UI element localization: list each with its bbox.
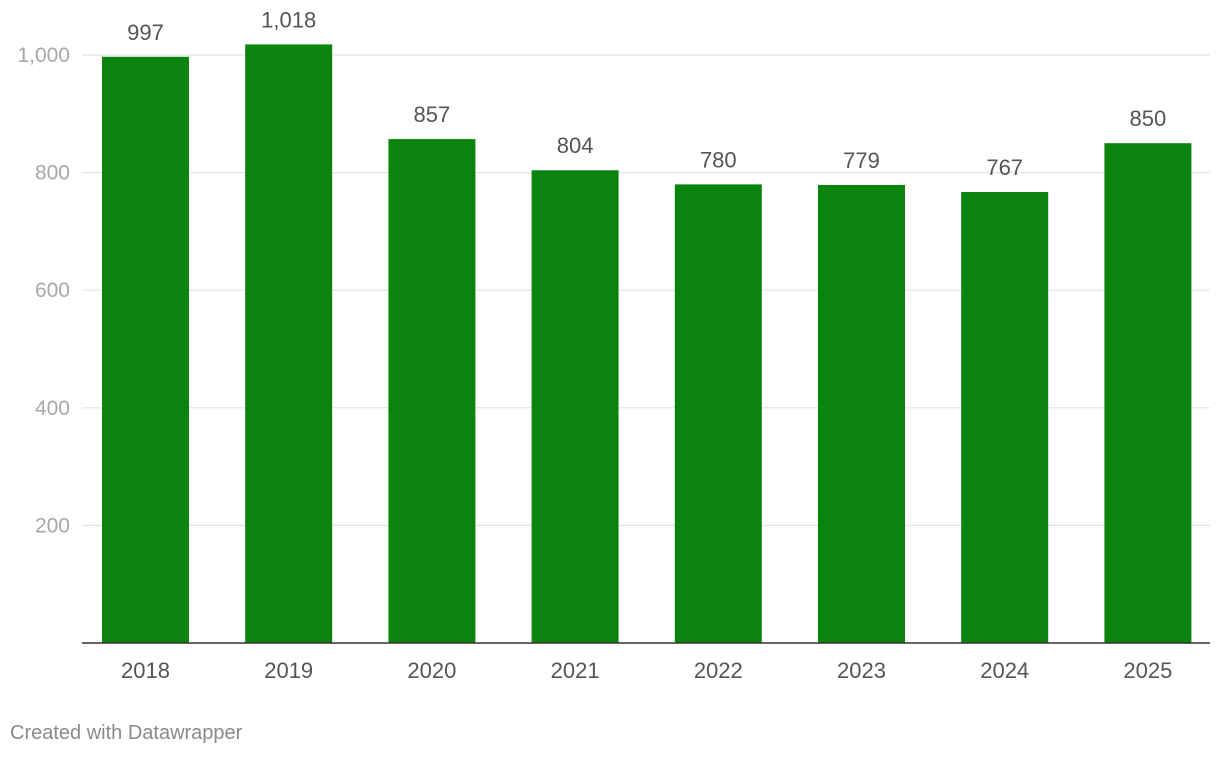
- bar-value-label: 1,018: [261, 7, 316, 32]
- bar-value-label: 850: [1130, 106, 1167, 131]
- x-tick-label: 2024: [980, 658, 1029, 683]
- x-axis-labels: 2018 2019 2020 2021 2022 2023 2024 2025: [121, 658, 1172, 683]
- y-tick-label: 600: [35, 279, 70, 302]
- y-tick-label: 800: [35, 162, 70, 185]
- bar: [961, 192, 1049, 643]
- value-labels: 997 1,018 857 804 780 779 767 850: [127, 7, 1166, 180]
- bars: [102, 44, 1192, 644]
- x-tick-label: 2019: [264, 658, 313, 683]
- bar: [245, 44, 333, 643]
- y-tick-label: 200: [35, 514, 70, 537]
- footer-credit: Created with Datawrapper: [10, 722, 243, 744]
- y-tick-label: 1,000: [17, 44, 70, 67]
- y-tick-label: 400: [35, 397, 70, 420]
- bar: [102, 56, 189, 644]
- bar-value-label: 780: [700, 147, 737, 172]
- x-tick-label: 2021: [551, 658, 600, 683]
- bar-value-label: 804: [557, 133, 594, 158]
- bar-value-label: 997: [127, 20, 164, 45]
- x-tick-label: 2018: [121, 658, 170, 683]
- x-tick-label: 2022: [694, 658, 743, 683]
- x-tick-label: 2020: [407, 658, 456, 683]
- x-tick-label: 2023: [837, 658, 886, 683]
- bar: [388, 139, 476, 644]
- bar-value-label: 767: [986, 155, 1023, 180]
- bar-value-label: 857: [414, 102, 451, 127]
- bar: [1104, 143, 1192, 643]
- bar: [531, 170, 619, 644]
- bar: [818, 184, 905, 643]
- bar: [674, 184, 762, 644]
- x-tick-label: 2025: [1123, 658, 1172, 683]
- bar-value-label: 779: [843, 148, 880, 173]
